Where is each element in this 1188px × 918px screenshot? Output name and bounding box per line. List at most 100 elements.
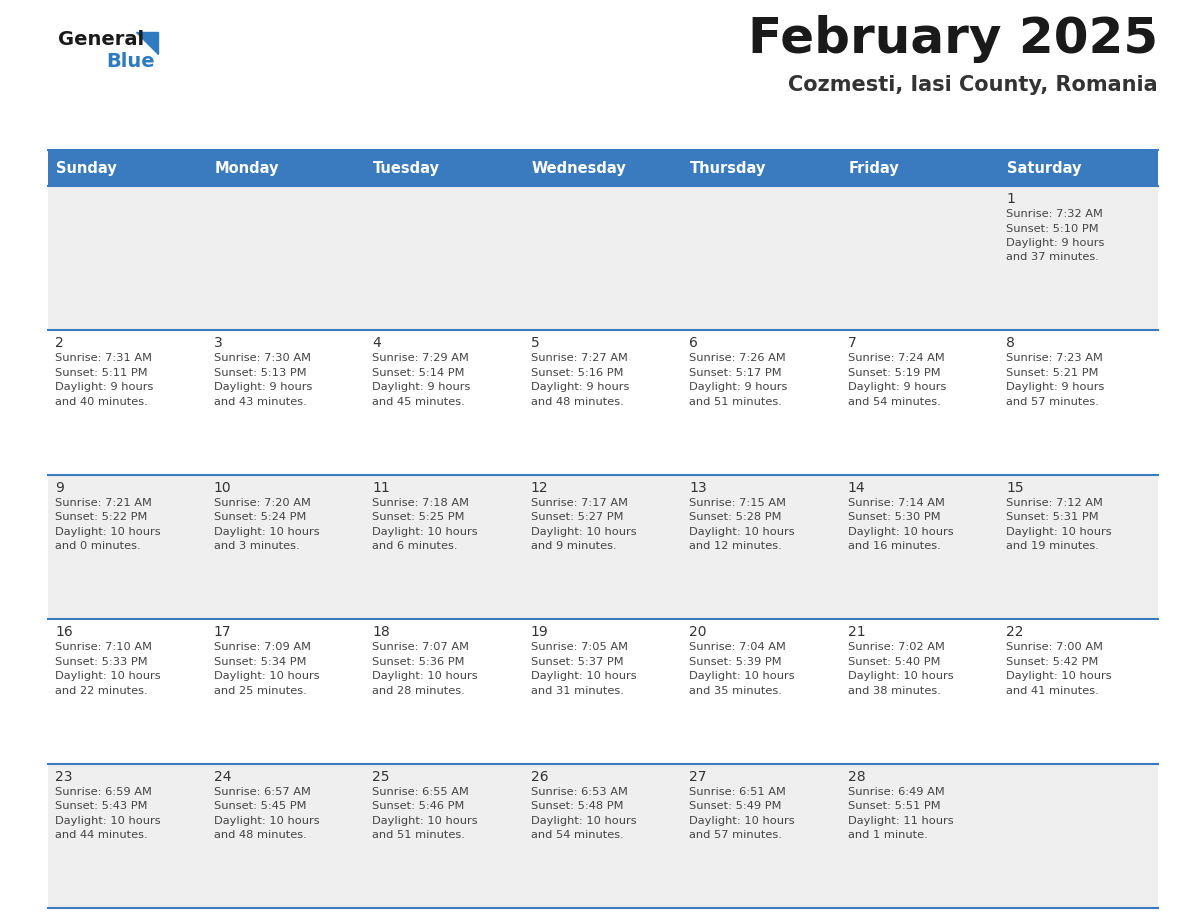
Text: Daylight: 10 hours: Daylight: 10 hours	[689, 815, 795, 825]
Text: 25: 25	[372, 769, 390, 784]
Text: Sunset: 5:42 PM: Sunset: 5:42 PM	[1006, 656, 1099, 666]
Text: and 31 minutes.: and 31 minutes.	[531, 686, 624, 696]
Text: Sunset: 5:25 PM: Sunset: 5:25 PM	[372, 512, 465, 522]
Text: 16: 16	[55, 625, 72, 639]
Text: 13: 13	[689, 481, 707, 495]
Text: Cozmesti, Iasi County, Romania: Cozmesti, Iasi County, Romania	[789, 75, 1158, 95]
Text: Sunset: 5:17 PM: Sunset: 5:17 PM	[689, 368, 782, 378]
Text: 3: 3	[214, 336, 222, 351]
Text: Sunset: 5:37 PM: Sunset: 5:37 PM	[531, 656, 624, 666]
Text: Daylight: 10 hours: Daylight: 10 hours	[55, 527, 160, 537]
Bar	[841, 150, 999, 186]
Text: and 54 minutes.: and 54 minutes.	[848, 397, 941, 407]
Text: Thursday: Thursday	[690, 161, 766, 175]
Text: Sunset: 5:51 PM: Sunset: 5:51 PM	[848, 801, 941, 812]
Text: Sunrise: 7:18 AM: Sunrise: 7:18 AM	[372, 498, 469, 508]
Text: and 19 minutes.: and 19 minutes.	[1006, 542, 1099, 552]
Text: 17: 17	[214, 625, 232, 639]
Text: Sunrise: 7:14 AM: Sunrise: 7:14 AM	[848, 498, 944, 508]
Text: 15: 15	[1006, 481, 1024, 495]
Text: Daylight: 9 hours: Daylight: 9 hours	[531, 383, 630, 392]
Text: Sunrise: 7:23 AM: Sunrise: 7:23 AM	[1006, 353, 1104, 364]
Text: and 51 minutes.: and 51 minutes.	[372, 830, 465, 840]
Text: Daylight: 9 hours: Daylight: 9 hours	[689, 383, 788, 392]
Text: Sunrise: 6:55 AM: Sunrise: 6:55 AM	[372, 787, 469, 797]
Text: 8: 8	[1006, 336, 1016, 351]
Text: Sunset: 5:36 PM: Sunset: 5:36 PM	[372, 656, 465, 666]
Text: Sunset: 5:49 PM: Sunset: 5:49 PM	[689, 801, 782, 812]
Text: Daylight: 10 hours: Daylight: 10 hours	[214, 527, 320, 537]
Text: Daylight: 9 hours: Daylight: 9 hours	[55, 383, 153, 392]
Bar	[841, 620, 999, 764]
Text: and 44 minutes.: and 44 minutes.	[55, 830, 147, 840]
Bar	[682, 330, 841, 475]
Text: 26: 26	[531, 769, 549, 784]
Text: Daylight: 10 hours: Daylight: 10 hours	[372, 815, 478, 825]
Text: Sunset: 5:28 PM: Sunset: 5:28 PM	[689, 512, 782, 522]
Text: and 16 minutes.: and 16 minutes.	[848, 542, 941, 552]
Text: Friday: Friday	[849, 161, 899, 175]
Bar	[841, 330, 999, 475]
Text: 24: 24	[214, 769, 232, 784]
Text: and 48 minutes.: and 48 minutes.	[531, 397, 624, 407]
Bar	[682, 475, 841, 620]
Text: and 3 minutes.: and 3 minutes.	[214, 542, 299, 552]
Text: Sunrise: 7:09 AM: Sunrise: 7:09 AM	[214, 643, 310, 652]
Text: Sunset: 5:40 PM: Sunset: 5:40 PM	[848, 656, 941, 666]
Text: Daylight: 10 hours: Daylight: 10 hours	[55, 815, 160, 825]
Text: 7: 7	[848, 336, 857, 351]
Text: Sunrise: 7:17 AM: Sunrise: 7:17 AM	[531, 498, 627, 508]
Text: and 0 minutes.: and 0 minutes.	[55, 542, 140, 552]
Bar	[48, 475, 207, 620]
Text: and 6 minutes.: and 6 minutes.	[372, 542, 457, 552]
Text: Daylight: 10 hours: Daylight: 10 hours	[848, 671, 954, 681]
Bar	[365, 475, 524, 620]
Text: Sunday: Sunday	[56, 161, 116, 175]
Text: Monday: Monday	[215, 161, 279, 175]
Text: Daylight: 10 hours: Daylight: 10 hours	[848, 527, 954, 537]
Bar	[48, 186, 207, 330]
Text: 4: 4	[372, 336, 381, 351]
Text: Sunset: 5:31 PM: Sunset: 5:31 PM	[1006, 512, 1099, 522]
Bar	[999, 330, 1158, 475]
Text: Daylight: 10 hours: Daylight: 10 hours	[372, 527, 478, 537]
Text: and 25 minutes.: and 25 minutes.	[214, 686, 307, 696]
Text: 20: 20	[689, 625, 707, 639]
Text: Daylight: 10 hours: Daylight: 10 hours	[55, 671, 160, 681]
Text: and 51 minutes.: and 51 minutes.	[689, 397, 782, 407]
Bar	[365, 150, 524, 186]
Bar	[48, 330, 207, 475]
Text: Sunset: 5:24 PM: Sunset: 5:24 PM	[214, 512, 307, 522]
Text: 18: 18	[372, 625, 390, 639]
Text: and 48 minutes.: and 48 minutes.	[214, 830, 307, 840]
Text: Sunrise: 7:12 AM: Sunrise: 7:12 AM	[1006, 498, 1104, 508]
Text: Sunrise: 7:15 AM: Sunrise: 7:15 AM	[689, 498, 786, 508]
Text: 21: 21	[848, 625, 866, 639]
Text: Sunrise: 7:21 AM: Sunrise: 7:21 AM	[55, 498, 152, 508]
Text: Sunrise: 7:27 AM: Sunrise: 7:27 AM	[531, 353, 627, 364]
Text: 12: 12	[531, 481, 549, 495]
Text: and 43 minutes.: and 43 minutes.	[214, 397, 307, 407]
Text: and 1 minute.: and 1 minute.	[848, 830, 928, 840]
Text: Sunrise: 6:57 AM: Sunrise: 6:57 AM	[214, 787, 310, 797]
Bar	[524, 475, 682, 620]
Text: Sunset: 5:21 PM: Sunset: 5:21 PM	[1006, 368, 1099, 378]
Text: Daylight: 10 hours: Daylight: 10 hours	[1006, 527, 1112, 537]
Text: Daylight: 10 hours: Daylight: 10 hours	[531, 815, 637, 825]
Bar	[524, 330, 682, 475]
Text: 5: 5	[531, 336, 539, 351]
Bar	[48, 150, 207, 186]
Text: Daylight: 10 hours: Daylight: 10 hours	[1006, 671, 1112, 681]
Text: Sunrise: 7:26 AM: Sunrise: 7:26 AM	[689, 353, 786, 364]
Text: Sunrise: 7:31 AM: Sunrise: 7:31 AM	[55, 353, 152, 364]
Text: and 40 minutes.: and 40 minutes.	[55, 397, 147, 407]
Bar	[682, 764, 841, 908]
Text: and 38 minutes.: and 38 minutes.	[848, 686, 941, 696]
Text: and 9 minutes.: and 9 minutes.	[531, 542, 617, 552]
Text: Daylight: 9 hours: Daylight: 9 hours	[1006, 238, 1105, 248]
Text: Sunrise: 6:51 AM: Sunrise: 6:51 AM	[689, 787, 786, 797]
Bar	[207, 620, 365, 764]
Text: 11: 11	[372, 481, 390, 495]
Bar	[207, 186, 365, 330]
Text: Daylight: 10 hours: Daylight: 10 hours	[531, 671, 637, 681]
